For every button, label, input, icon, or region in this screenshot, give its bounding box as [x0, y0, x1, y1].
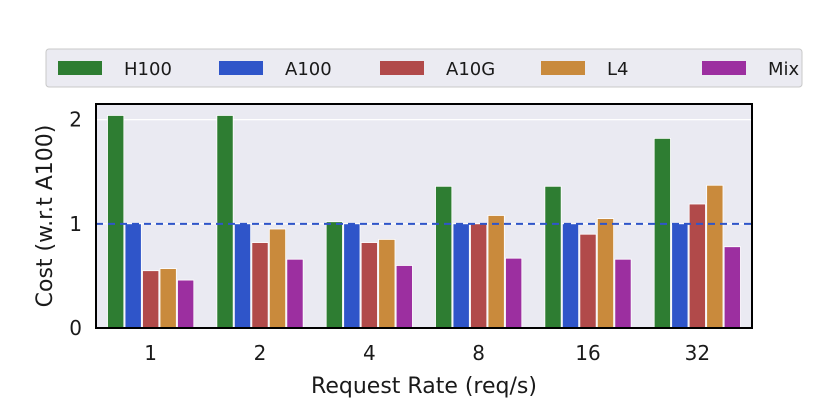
plot-frame [95, 103, 753, 329]
legend-swatch-mix [702, 61, 746, 75]
bar-a10g-1 [142, 270, 160, 329]
plot-area [96, 104, 752, 328]
x-tick-label: 4 [363, 341, 376, 365]
bar-l4-32 [706, 184, 724, 329]
bar-mix-16 [614, 258, 632, 329]
bar-h100-4 [325, 221, 343, 329]
bar-a100-32 [671, 223, 689, 329]
legend-label-l4: L4 [607, 59, 628, 80]
y-tick-label: 1 [69, 212, 82, 236]
bar-a10g-32 [688, 203, 706, 329]
bar-h100-16 [544, 185, 562, 329]
x-tick-label: 32 [685, 341, 710, 365]
bar-a100-2 [233, 223, 252, 329]
bar-h100-2 [216, 115, 234, 329]
bar-h100-32 [653, 137, 671, 329]
bar-mix-8 [505, 257, 523, 329]
x-tick-label: 8 [472, 341, 485, 365]
legend-label-a10g: A10G [446, 59, 495, 80]
y-tick-label: 2 [69, 108, 82, 132]
bar-h100-1 [107, 115, 125, 329]
bar-a10g-8 [470, 223, 488, 329]
bar-l4-2 [268, 228, 287, 329]
bar-mix-4 [395, 265, 413, 329]
legend: H100 A100 A10G L4 Mix [45, 48, 803, 88]
legend-swatch-l4 [541, 61, 585, 75]
legend-swatch-a10g [380, 61, 424, 75]
legend-swatch-h100 [58, 61, 102, 75]
bar-mix-2 [286, 258, 304, 329]
bar-a10g-4 [360, 242, 378, 329]
x-axis: 1 2 4 8 16 32 [144, 341, 710, 365]
x-tick-label: 2 [254, 341, 267, 365]
bar-l4-4 [378, 239, 396, 329]
bar-a100-8 [452, 223, 470, 329]
legend-label-mix: Mix [768, 59, 800, 80]
bar-mix-32 [723, 246, 741, 329]
legend-label-h100: H100 [124, 59, 172, 80]
bar-a10g-2 [251, 242, 269, 329]
y-tick-label: 0 [69, 316, 82, 340]
x-tick-label: 16 [575, 341, 600, 365]
y-axis: 0 1 2 [69, 108, 82, 340]
bar-mix-1 [177, 279, 195, 329]
bar-h100-8 [435, 185, 453, 329]
bar-l4-8 [487, 215, 505, 329]
legend-swatch-a100 [219, 61, 263, 75]
bar-l4-1 [159, 268, 177, 329]
bar-a100-4 [343, 223, 361, 329]
bar-a100-1 [124, 223, 142, 329]
x-tick-label: 1 [144, 341, 157, 365]
bar-a100-16 [561, 223, 580, 329]
bar-l4-16 [596, 218, 615, 329]
bars [107, 115, 741, 329]
bar-a10g-16 [579, 233, 597, 329]
y-axis-label: Cost (w.r.t A100) [33, 125, 58, 308]
legend-label-a100: A100 [285, 59, 332, 80]
x-axis-label: Request Rate (req/s) [311, 374, 537, 399]
